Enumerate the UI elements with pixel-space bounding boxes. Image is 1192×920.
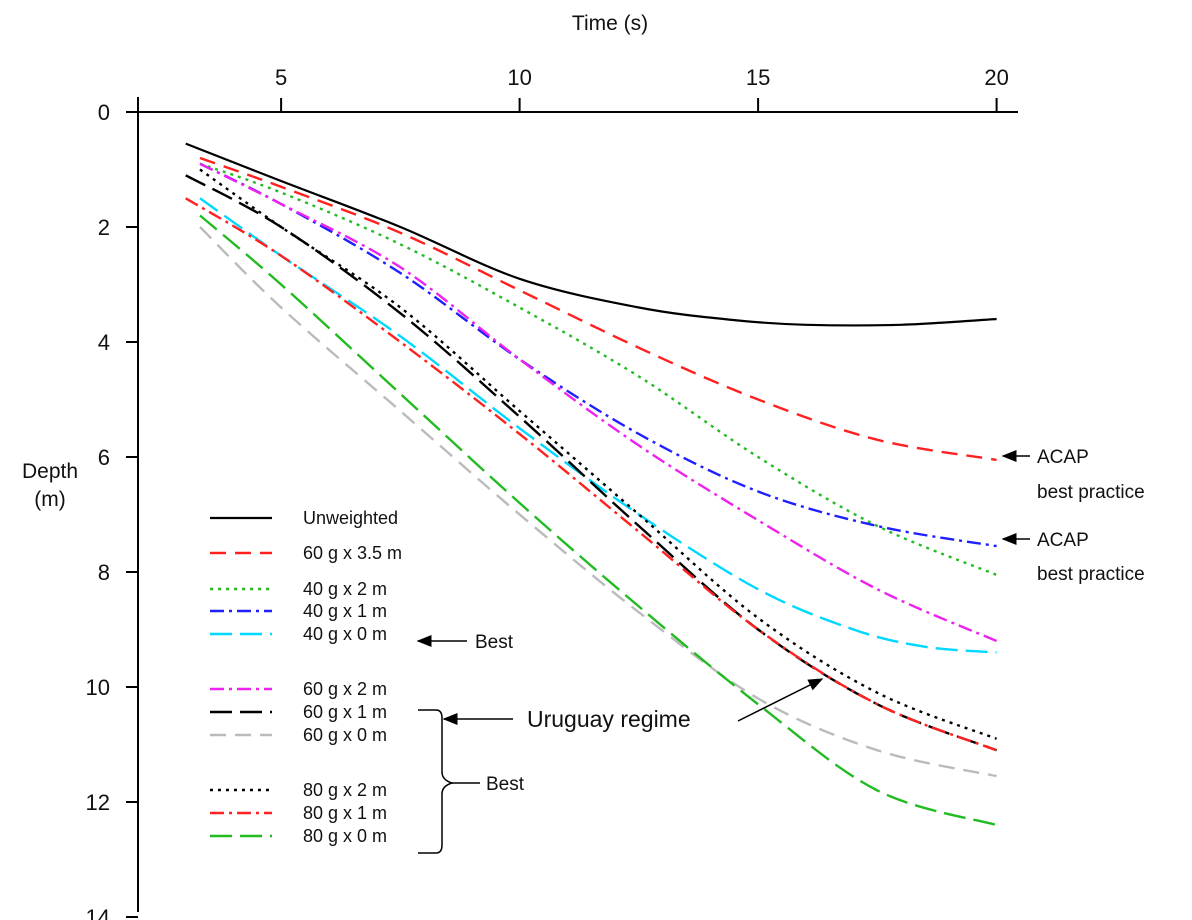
y-tick-label: 8 [98,560,110,585]
axes: 5 10 15 20 0 2 4 6 8 10 12 14 [86,65,1018,920]
x-tick-label: 15 [746,65,770,90]
acap-label-2-line1: ACAP [1037,530,1089,551]
acap-label-1-line1: ACAP [1037,447,1089,468]
legend-label-60-g-x-3-5-m: 60 g x 3.5 m [303,543,402,563]
legend-label-40-g-x-0-m: 40 g x 0 m [303,624,387,644]
series-layer [185,142,998,827]
series-line-60-g-x-1-m [185,174,998,752]
series-line-60-g-x-3-5-m [199,156,997,462]
legend-label-40-g-x-1-m: 40 g x 1 m [303,601,387,621]
legend: Unweighted 60 g x 3.5 m 40 g x 2 m40 g x 1… [210,508,402,846]
series-line-unweighted [185,142,997,327]
y-tick-label: 6 [98,445,110,470]
series-line-60-g-x-0-m [199,226,997,778]
y-axis-title-line2: (m) [34,488,65,511]
uruguay-arrow-to-curve [737,678,824,722]
x-axis-title: Time (s) [572,12,648,35]
y-tick-label: 0 [98,100,110,125]
legend-label-80-g-x-2-m: 80 g x 2 m [303,780,387,800]
series-line-80-g-x-1-m [185,197,998,752]
y-tick-label: 10 [86,675,110,700]
best-group-label: Best [486,774,525,795]
legend-label-60-g-x-0-m: 60 g x 0 m [303,725,387,745]
series-line-60-g-x-2-m [199,162,998,643]
legend-label-40-g-x-2-m: 40 g x 2 m [303,579,387,599]
y-tick-label: 4 [98,330,110,355]
y-axis-title-line1: Depth [22,460,78,483]
legend-label-unweighted: Unweighted [303,508,398,528]
y-tick-label: 14 [86,905,110,920]
legend-label-80-g-x-0-m: 80 g x 0 m [303,826,387,846]
series-line-80-g-x-2-m [199,168,998,740]
acap-label-2-line2: best practice [1037,564,1145,585]
acap-label-1-line2: best practice [1037,482,1145,503]
uruguay-label: Uruguay regime [527,706,691,732]
y-tick-label: 12 [86,790,110,815]
best-group-bracket [418,709,455,854]
legend-label-60-g-x-1-m: 60 g x 1 m [303,702,387,722]
x-tick-label: 20 [984,65,1008,90]
x-tick-label: 10 [507,65,531,90]
legend-label-60-g-x-2-m: 60 g x 2 m [303,679,387,699]
x-tick-label: 5 [275,65,287,90]
legend-label-80-g-x-1-m: 80 g x 1 m [303,803,387,823]
annotations: ACAP best practice ACAP best practice Be… [416,447,1145,854]
best-label-40g0m: Best [475,632,514,653]
series-line-80-g-x-0-m [199,214,997,827]
y-tick-label: 2 [98,215,110,240]
